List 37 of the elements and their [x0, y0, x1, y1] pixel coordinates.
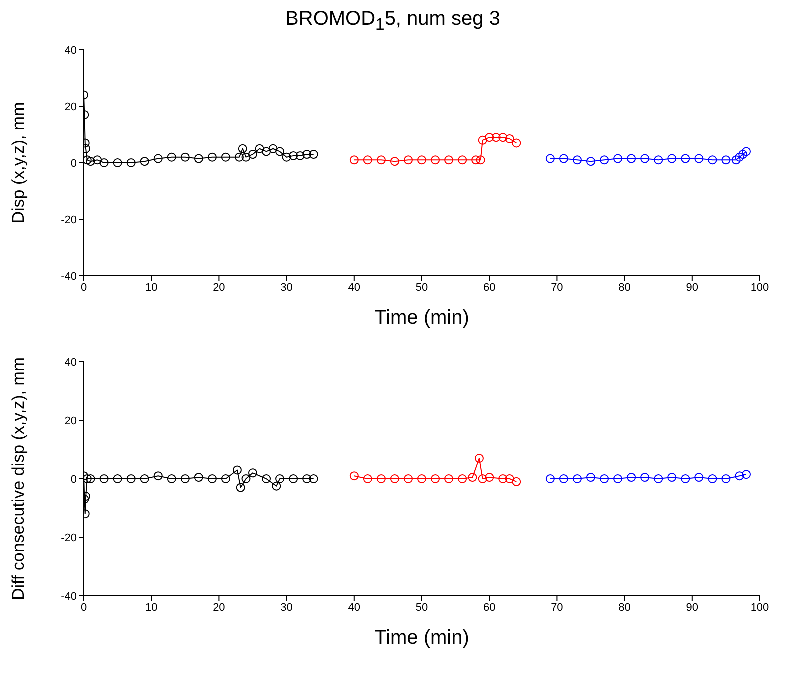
y-tick-label: 40	[64, 44, 77, 57]
y-tick-label: -20	[61, 214, 77, 226]
y-tick-label: -20	[61, 532, 77, 544]
x-tick-label: 0	[80, 602, 88, 614]
y-tick-label: 0	[70, 158, 77, 170]
chart-title: BROMOD$_{1}$5, num seg 3	[284, 8, 502, 36]
y-tick-label: 40	[64, 356, 77, 369]
x-tick-label: 0	[80, 282, 88, 294]
y-tick-label: 0	[70, 474, 77, 486]
y-tick-label: 20	[64, 415, 77, 428]
x-tick-label: 50	[416, 602, 428, 614]
x-tick-label: 40	[348, 602, 361, 614]
x-tick-label: 90	[686, 282, 699, 294]
x-tick-label: 60	[483, 282, 496, 294]
x-tick-label: 100	[750, 602, 770, 614]
y-tick-label: 20	[64, 101, 77, 114]
x-tick-label: 70	[551, 602, 564, 614]
x-tick-label: 70	[551, 282, 564, 294]
x-tick-label: 10	[145, 282, 158, 294]
y-axis-title: Disp (x,y,z), mm	[9, 102, 28, 224]
y-axis-title: Diff consecutive disp (x,y,z), mm	[9, 357, 28, 601]
x-tick-label: 30	[280, 282, 293, 294]
x-tick-label: 60	[483, 602, 496, 614]
x-tick-label: 100	[750, 282, 770, 294]
y-tick-label: -40	[61, 270, 77, 283]
x-tick-label: 90	[686, 602, 699, 614]
x-tick-label: 20	[213, 602, 226, 614]
x-tick-label: 80	[618, 282, 631, 294]
x-tick-label: 10	[145, 602, 158, 614]
x-tick-label: 40	[348, 282, 361, 294]
x-tick-label: 20	[213, 282, 226, 294]
x-tick-label: 30	[280, 602, 293, 614]
x-tick-label: 80	[618, 602, 631, 614]
x-tick-label: 50	[416, 282, 428, 294]
x-axis-title: Time (min)	[374, 307, 470, 329]
x-axis-title: Time (min)	[374, 627, 470, 649]
y-tick-label: -40	[61, 590, 77, 603]
